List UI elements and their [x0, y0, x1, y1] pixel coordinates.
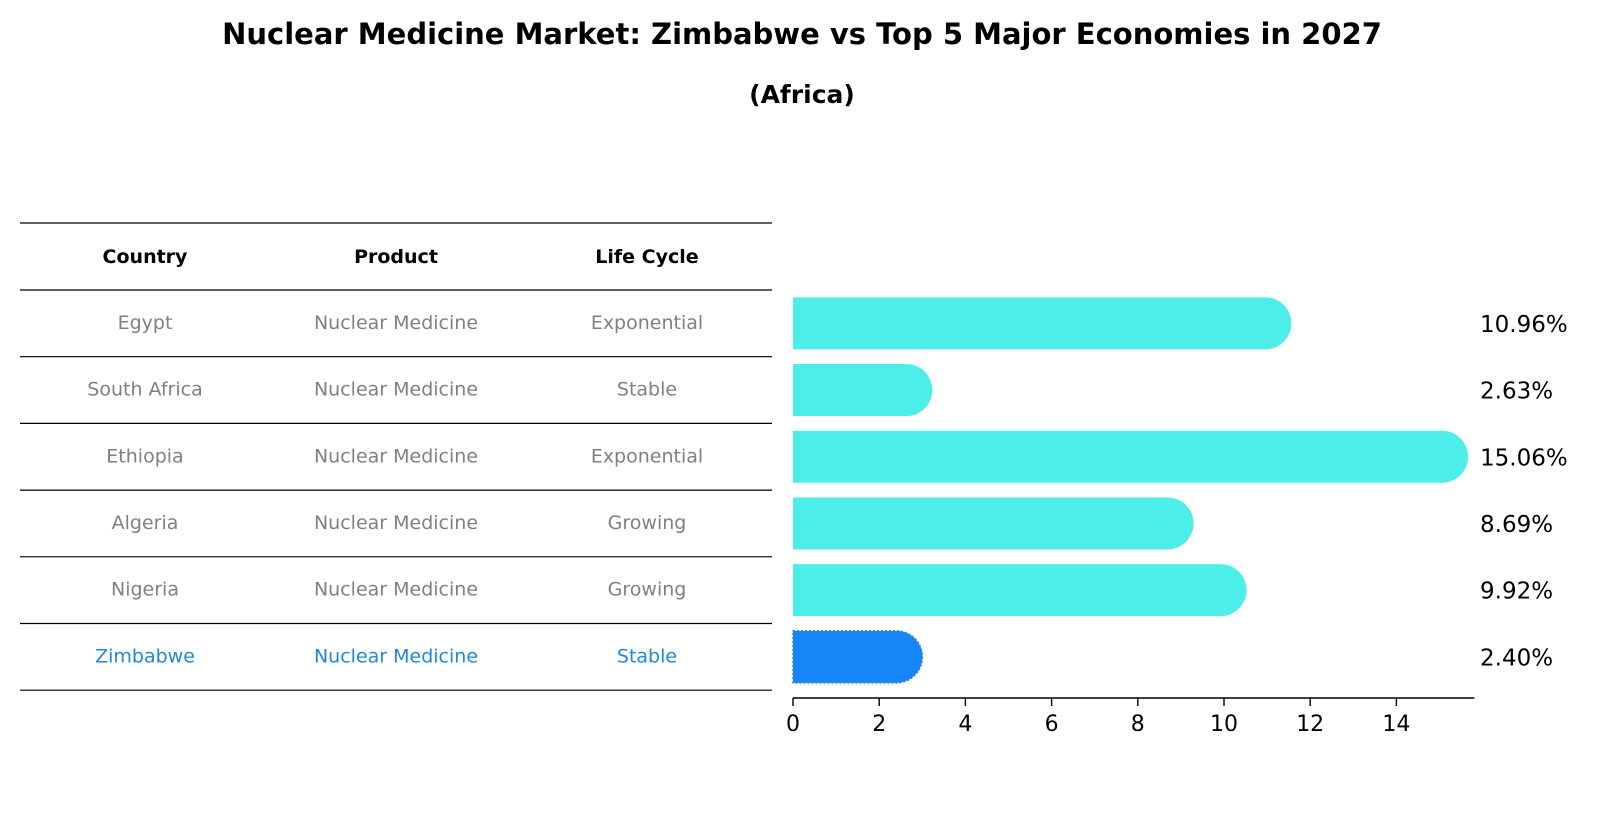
x-tick-label: 0 [786, 712, 800, 737]
x-tick-label: 8 [1131, 712, 1145, 737]
x-tick-label: 6 [1045, 712, 1059, 737]
table-cell-country: Zimbabwe [95, 645, 195, 667]
table-cell-country: Nigeria [111, 579, 179, 601]
table-cell-country: South Africa [87, 379, 202, 401]
table-cell-product: Nuclear Medicine [314, 312, 478, 334]
table-cell-product: Nuclear Medicine [314, 645, 478, 667]
bar-value-label: 15.06% [1480, 445, 1568, 471]
bar-nigeria [793, 564, 1247, 617]
table-cell-country: Ethiopia [106, 445, 183, 467]
chart-title: Nuclear Medicine Market: Zimbabwe vs Top… [222, 17, 1382, 51]
x-tick-label: 12 [1296, 712, 1324, 737]
table-cell-country: Egypt [118, 312, 173, 334]
table-cell-product: Nuclear Medicine [314, 512, 478, 534]
x-tick-label: 2 [872, 712, 886, 737]
bar-value-label: 2.63% [1480, 379, 1553, 405]
bar-value-label: 8.69% [1480, 512, 1553, 538]
table-cell-product: Nuclear Medicine [314, 445, 478, 467]
chart-subtitle: (Africa) [749, 80, 855, 109]
bar-value-label: 2.40% [1480, 645, 1553, 671]
bar-algeria [793, 497, 1194, 550]
bar-value-label: 9.92% [1480, 579, 1553, 605]
bar-value-label: 10.96% [1480, 312, 1568, 338]
table-cell-country: Algeria [112, 512, 179, 534]
table-cell-product: Nuclear Medicine [314, 579, 478, 601]
table-cell-product: Nuclear Medicine [314, 379, 478, 401]
table-cell-life-cycle: Exponential [591, 312, 703, 334]
bar-south-africa [793, 364, 933, 417]
bar-ethiopia [793, 430, 1469, 483]
table-cell-life-cycle: Stable [617, 379, 677, 401]
table-header-life-cycle: Life Cycle [595, 246, 698, 268]
bar-zimbabwe [792, 630, 924, 684]
table-header-country: Country [103, 246, 189, 268]
x-tick-label: 4 [958, 712, 972, 737]
table-cell-life-cycle: Growing [608, 512, 687, 534]
x-tick-label: 14 [1382, 712, 1410, 737]
table-cell-life-cycle: Exponential [591, 445, 703, 467]
x-tick-label: 10 [1210, 712, 1238, 737]
table-cell-life-cycle: Growing [608, 579, 687, 601]
table-cell-life-cycle: Stable [617, 645, 677, 667]
bar-egypt [793, 297, 1292, 350]
table-header-product: Product [354, 246, 438, 268]
